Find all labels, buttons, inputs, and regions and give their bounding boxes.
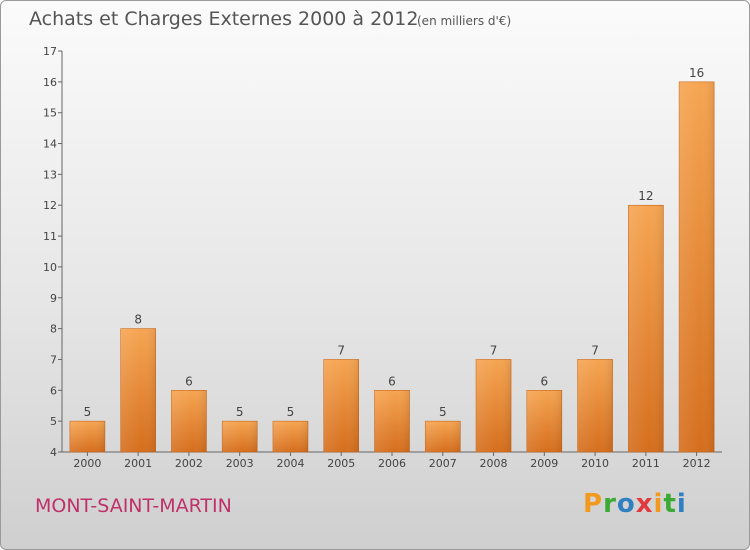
bar-sheen bbox=[222, 421, 258, 452]
bar-sheen bbox=[577, 359, 613, 452]
x-tick-label: 2000 bbox=[73, 457, 101, 470]
logo-letter: o bbox=[616, 489, 636, 519]
bar-value-label: 6 bbox=[388, 374, 396, 388]
commune-name: MONT-SAINT-MARTIN bbox=[35, 495, 232, 517]
x-tick-label: 2010 bbox=[581, 457, 609, 470]
proxiti-logo: Proxiti bbox=[583, 489, 687, 519]
x-tick-label: 2002 bbox=[175, 457, 203, 470]
bar-value-label: 7 bbox=[490, 343, 498, 357]
y-tick-label: 16 bbox=[43, 76, 57, 89]
bar-sheen bbox=[120, 328, 156, 452]
x-tick-label: 2004 bbox=[276, 457, 304, 470]
y-tick-label: 12 bbox=[43, 199, 57, 212]
bar-value-label: 8 bbox=[134, 313, 142, 327]
x-tick-label: 2003 bbox=[226, 457, 254, 470]
bar-value-label: 5 bbox=[84, 405, 92, 419]
logo-letter: r bbox=[603, 489, 617, 519]
bar-value-label: 7 bbox=[591, 343, 599, 357]
chart-title: Achats et Charges Externes 2000 à 2012 bbox=[29, 8, 419, 30]
bar-value-label: 16 bbox=[689, 66, 704, 80]
bar-sheen bbox=[272, 421, 308, 452]
x-tick-label: 2008 bbox=[480, 457, 508, 470]
y-tick-label: 14 bbox=[43, 138, 57, 151]
y-axis: 4 5 6 7 8 9 10 11 12 13 14 15 16 17 bbox=[43, 45, 63, 459]
bar-sheen bbox=[323, 359, 359, 452]
y-tick-label: 17 bbox=[43, 45, 57, 58]
bar-sheen bbox=[171, 390, 207, 452]
bar-sheen bbox=[628, 205, 664, 452]
bar-sheen bbox=[526, 390, 562, 452]
y-tick-label: 5 bbox=[50, 415, 57, 428]
y-tick-label: 13 bbox=[43, 168, 57, 181]
x-tick-label: 2006 bbox=[378, 457, 406, 470]
x-axis: 2000 2001 2002 2003 2004 2005 2006 2007 2008 2009… bbox=[62, 451, 722, 470]
x-tick-label: 2009 bbox=[530, 457, 558, 470]
logo-letter: P bbox=[583, 489, 604, 519]
logo-letter: i bbox=[653, 489, 664, 519]
bar-value-label: 6 bbox=[540, 374, 548, 388]
x-tick-label: 2012 bbox=[683, 457, 711, 470]
y-tick-label: 11 bbox=[43, 230, 57, 243]
bar-sheen bbox=[679, 81, 715, 452]
y-tick-label: 7 bbox=[50, 353, 57, 366]
y-tick-label: 4 bbox=[50, 446, 57, 459]
bar-value-label: 5 bbox=[287, 405, 295, 419]
y-tick-label: 10 bbox=[43, 261, 57, 274]
chart-unit: (en milliers d'€) bbox=[417, 14, 512, 28]
bars: 5 8 6 5 5 7 6 5 7 6 7 12 16 bbox=[69, 66, 715, 453]
logo-letter: x bbox=[635, 489, 654, 519]
bar-sheen bbox=[476, 359, 512, 452]
x-tick-label: 2011 bbox=[632, 457, 660, 470]
bar-value-label: 6 bbox=[185, 374, 193, 388]
y-tick-label: 8 bbox=[50, 323, 57, 336]
y-tick-label: 9 bbox=[50, 292, 57, 305]
bar-value-label: 5 bbox=[236, 405, 244, 419]
x-tick-label: 2001 bbox=[124, 457, 152, 470]
bar-sheen bbox=[374, 390, 410, 452]
bar-sheen bbox=[425, 421, 461, 452]
bar-value-label: 12 bbox=[638, 189, 653, 203]
x-tick-label: 2005 bbox=[327, 457, 355, 470]
logo-letter: i bbox=[676, 489, 687, 519]
logo-letter: t bbox=[663, 489, 677, 519]
y-tick-label: 15 bbox=[43, 107, 57, 120]
bar-value-label: 5 bbox=[439, 405, 447, 419]
bar-value-label: 7 bbox=[337, 343, 345, 357]
x-tick-label: 2007 bbox=[429, 457, 457, 470]
bar-sheen bbox=[69, 421, 105, 452]
y-tick-label: 6 bbox=[50, 384, 57, 397]
